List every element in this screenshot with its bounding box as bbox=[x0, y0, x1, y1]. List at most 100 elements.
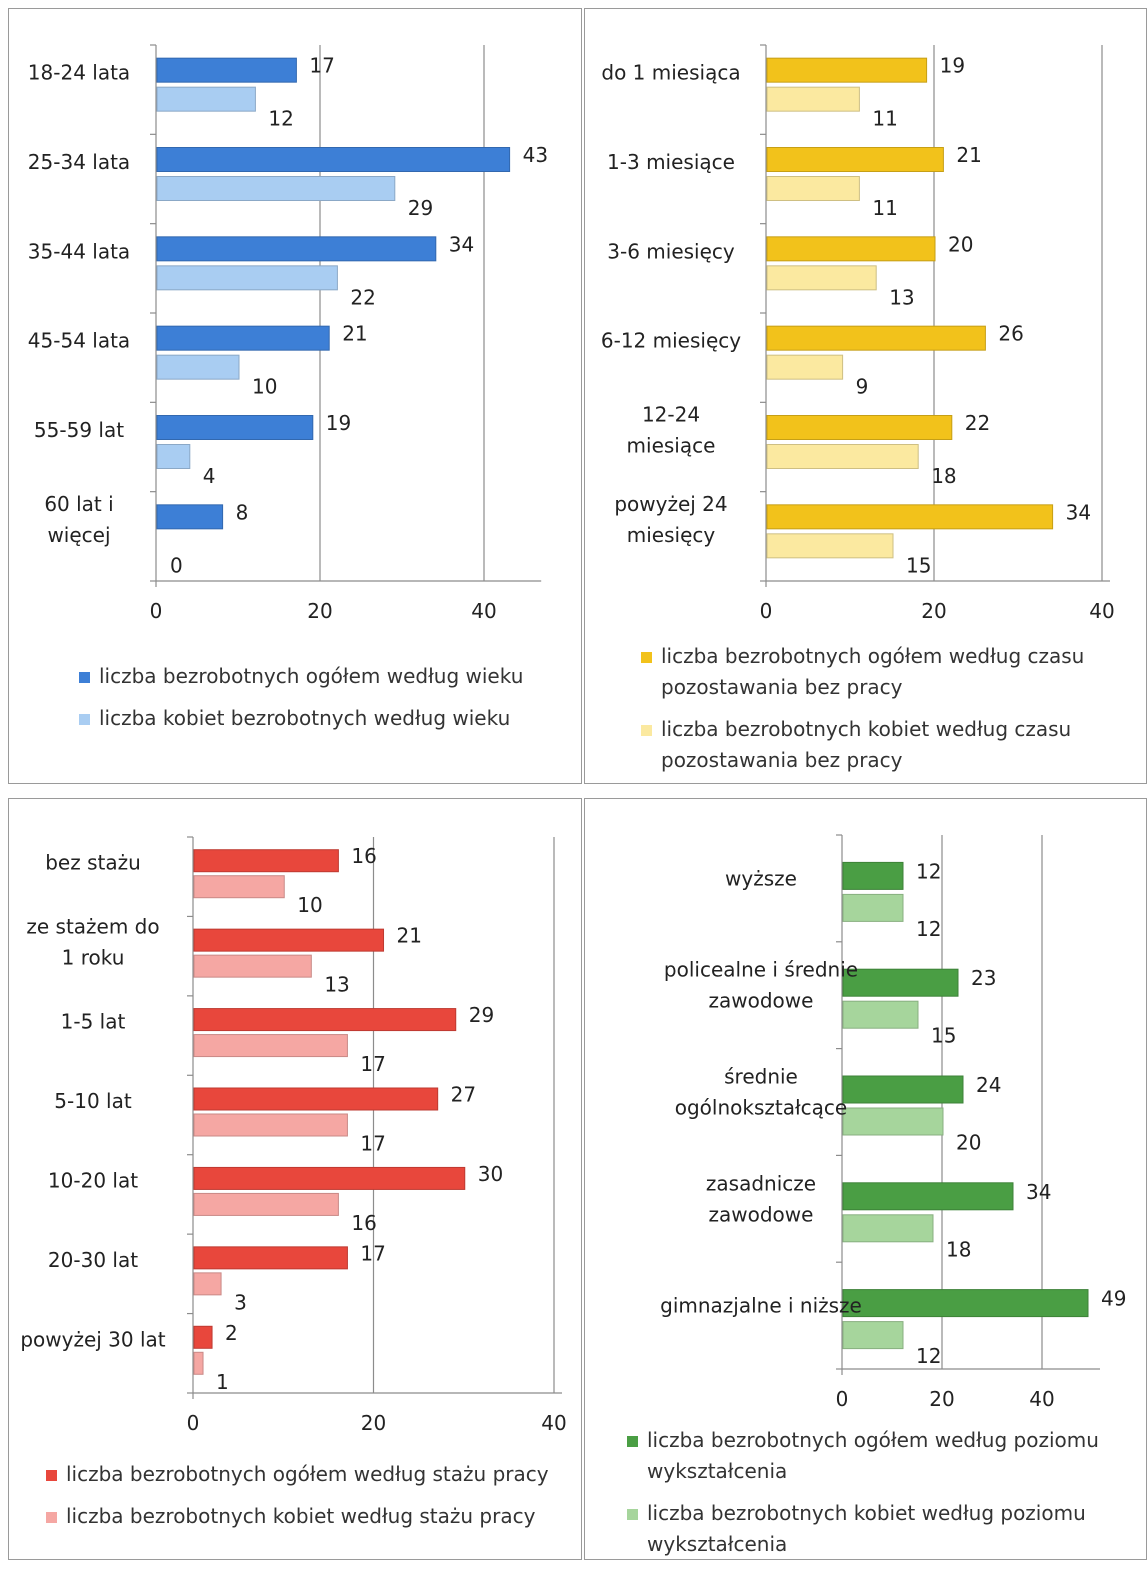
bar bbox=[156, 504, 224, 530]
data-label: 0 bbox=[170, 553, 183, 577]
bar bbox=[766, 147, 944, 172]
category-label: policealne i średnie bbox=[664, 958, 858, 982]
data-label: 9 bbox=[856, 375, 869, 399]
legend-label: liczba bezrobotnych kobiet według czasu bbox=[661, 717, 1072, 741]
category-label: 10-20 lat bbox=[48, 1168, 138, 1192]
category-label: zawodowe bbox=[709, 1202, 814, 1226]
legend-swatch bbox=[79, 714, 90, 725]
x-tick-label: 40 bbox=[1029, 1387, 1054, 1411]
data-label: 13 bbox=[324, 973, 349, 997]
data-label: 21 bbox=[397, 924, 422, 948]
legend-label: pozostawania bez pracy bbox=[661, 748, 903, 772]
category-label: 1-3 miesiące bbox=[607, 150, 735, 174]
bar bbox=[766, 265, 877, 291]
category-label: 12-24 bbox=[642, 403, 700, 427]
category-label: do 1 miesiąca bbox=[601, 61, 740, 85]
data-label: 22 bbox=[965, 411, 990, 435]
bar bbox=[766, 415, 953, 440]
category-label: ogólnokształcące bbox=[675, 1096, 847, 1120]
bar bbox=[156, 444, 191, 469]
data-label: 29 bbox=[408, 196, 433, 220]
data-label: 15 bbox=[931, 1024, 956, 1048]
bar bbox=[766, 86, 860, 112]
data-label: 34 bbox=[1026, 1180, 1051, 1204]
bar bbox=[842, 1182, 1014, 1211]
bar bbox=[766, 354, 844, 380]
bar bbox=[193, 928, 385, 952]
legend-label: liczba bezrobotnych ogółem według czasu bbox=[661, 644, 1085, 668]
legend-label: liczba bezrobotnych ogółem według stażu … bbox=[66, 1462, 549, 1486]
category-label: 55-59 lat bbox=[34, 418, 124, 442]
legend-swatch bbox=[641, 725, 652, 736]
data-label: 3 bbox=[234, 1290, 247, 1314]
legend-age: liczba bezrobotnych ogółem według wieku l… bbox=[79, 661, 523, 745]
x-tick-label: 20 bbox=[921, 599, 946, 623]
bar bbox=[193, 1192, 339, 1216]
legend-item: liczba bezrobotnych kobiet według stażu … bbox=[46, 1501, 549, 1532]
legend-label: wykształcenia bbox=[647, 1532, 788, 1556]
bar bbox=[842, 1321, 904, 1350]
bar bbox=[766, 325, 986, 351]
data-label: 10 bbox=[252, 375, 277, 399]
data-label: 21 bbox=[956, 143, 981, 167]
bar bbox=[193, 1034, 348, 1058]
legend-label: liczba bezrobotnych ogółem według wieku bbox=[99, 664, 524, 688]
data-label: 12 bbox=[916, 917, 941, 941]
data-label: 29 bbox=[469, 1003, 494, 1027]
category-label: średnie bbox=[724, 1065, 798, 1089]
bar bbox=[766, 444, 919, 469]
bar bbox=[156, 57, 297, 83]
data-label: 12 bbox=[916, 1344, 941, 1368]
legend-label: liczba bezrobotnych kobiet według stażu … bbox=[66, 1504, 536, 1528]
legend-item: liczba bezrobotnych ogółem według czasu p… bbox=[641, 641, 1084, 703]
legend-label: liczba bezrobotnych ogółem według poziom… bbox=[647, 1428, 1099, 1452]
legend-seniority: liczba bezrobotnych ogółem według stażu … bbox=[46, 1459, 549, 1543]
x-tick-label: 20 bbox=[307, 599, 332, 623]
data-label: 22 bbox=[350, 285, 375, 309]
bar bbox=[766, 57, 928, 83]
data-label: 17 bbox=[360, 1241, 385, 1265]
data-label: 26 bbox=[998, 322, 1023, 346]
data-label: 1 bbox=[216, 1370, 229, 1394]
data-label: 17 bbox=[309, 54, 334, 78]
data-label: 12 bbox=[916, 859, 941, 883]
bar bbox=[766, 236, 936, 262]
data-label: 13 bbox=[889, 285, 914, 309]
bar bbox=[766, 176, 860, 201]
data-label: 21 bbox=[342, 322, 367, 346]
category-label: 25-34 lata bbox=[28, 150, 130, 174]
category-label: 1 roku bbox=[62, 946, 125, 970]
bar bbox=[193, 1325, 213, 1349]
data-label: 17 bbox=[360, 1132, 385, 1156]
data-label: 34 bbox=[1066, 500, 1091, 524]
category-label: 45-54 lata bbox=[28, 329, 130, 353]
data-label: 17 bbox=[360, 1052, 385, 1076]
legend-swatch bbox=[46, 1512, 57, 1523]
legend-swatch bbox=[641, 652, 652, 663]
bar bbox=[193, 954, 312, 978]
chart-svg-duration: 0 20 40 19 11 do 1 miesiąca 21 11 1-3 miesiące 20… bbox=[601, 44, 1115, 623]
data-label: 11 bbox=[872, 196, 897, 220]
data-label: 34 bbox=[449, 232, 474, 256]
category-label: gimnazjalne i niższe bbox=[660, 1294, 862, 1318]
bar bbox=[193, 1351, 204, 1375]
category-label: więcej bbox=[47, 523, 110, 547]
bar bbox=[156, 415, 314, 440]
x-tick-label: 40 bbox=[1089, 599, 1114, 623]
legend-education: liczba bezrobotnych ogółem według poziom… bbox=[627, 1425, 1099, 1571]
data-label: 18 bbox=[946, 1237, 971, 1261]
x-tick-label: 0 bbox=[150, 599, 163, 623]
data-label: 12 bbox=[268, 107, 293, 131]
bar bbox=[842, 861, 904, 890]
bar bbox=[193, 1087, 439, 1111]
bar bbox=[766, 504, 1054, 530]
bar bbox=[156, 176, 396, 201]
bar bbox=[193, 849, 339, 873]
legend-label: liczba kobiet bezrobotnych według wieku bbox=[99, 706, 511, 730]
bar bbox=[842, 1000, 919, 1029]
data-label: 15 bbox=[906, 553, 931, 577]
x-tick-label: 20 bbox=[361, 1411, 386, 1435]
category-label: miesięcy bbox=[627, 523, 716, 547]
